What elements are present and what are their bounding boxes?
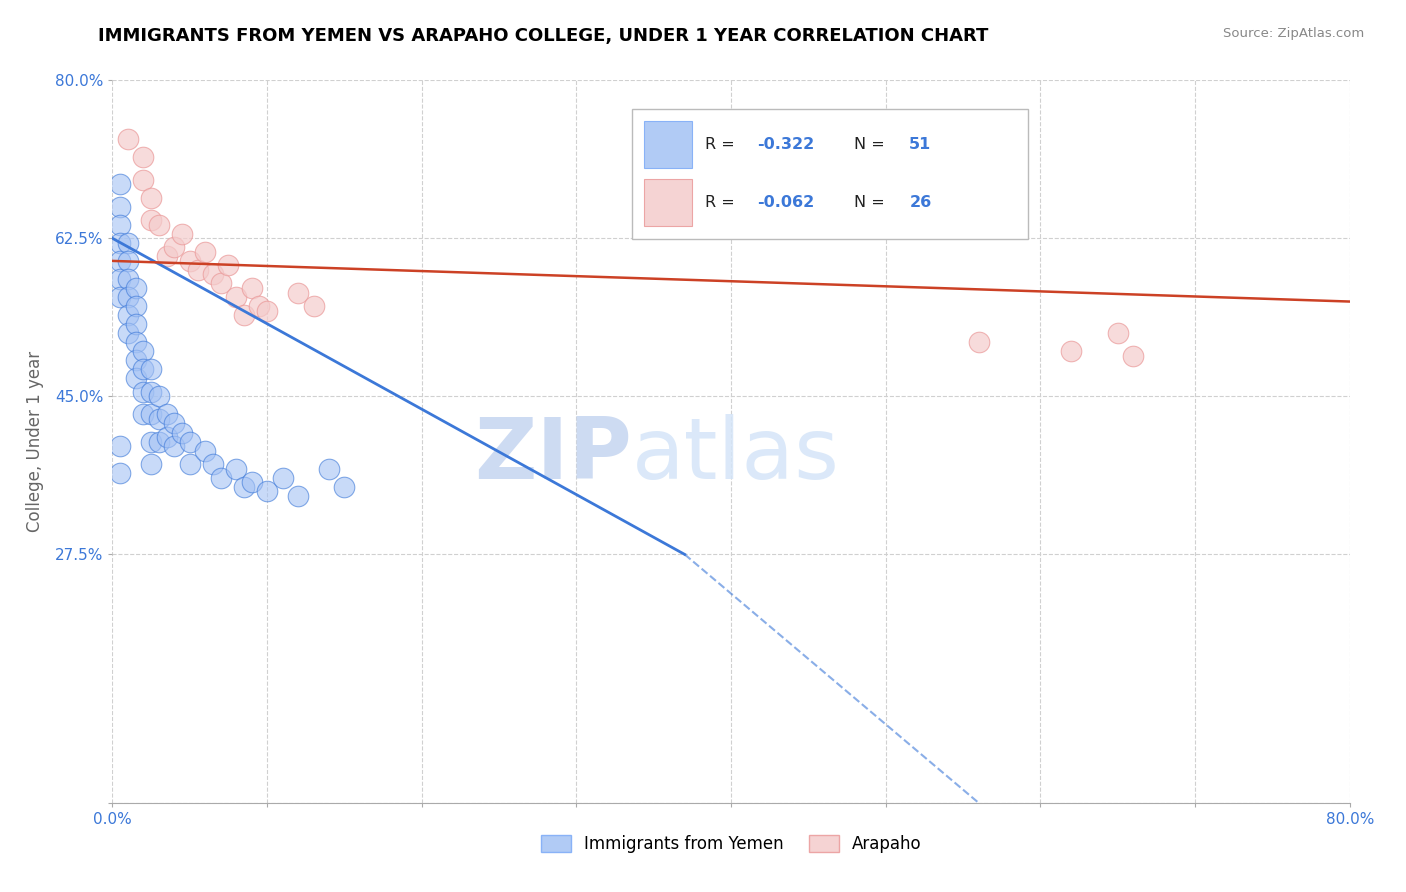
Point bbox=[287, 285, 309, 300]
Text: ZIP: ZIP bbox=[474, 415, 633, 498]
Point bbox=[110, 290, 132, 304]
Point bbox=[302, 299, 325, 313]
Text: atlas: atlas bbox=[633, 415, 841, 498]
Text: IMMIGRANTS FROM YEMEN VS ARAPAHO COLLEGE, UNDER 1 YEAR CORRELATION CHART: IMMIGRANTS FROM YEMEN VS ARAPAHO COLLEGE… bbox=[98, 27, 988, 45]
Point bbox=[209, 277, 232, 291]
Point bbox=[172, 425, 194, 440]
Point bbox=[209, 471, 232, 485]
Point bbox=[117, 272, 139, 286]
Point bbox=[117, 308, 139, 322]
Point bbox=[132, 408, 155, 422]
Point bbox=[124, 299, 148, 313]
Text: Source: ZipAtlas.com: Source: ZipAtlas.com bbox=[1223, 27, 1364, 40]
Point bbox=[194, 244, 217, 259]
Point bbox=[186, 263, 209, 277]
Point bbox=[132, 344, 155, 359]
Point bbox=[148, 434, 170, 449]
Point bbox=[124, 335, 148, 350]
Point bbox=[271, 471, 294, 485]
Point bbox=[124, 281, 148, 295]
Point bbox=[233, 308, 256, 322]
Point bbox=[141, 434, 163, 449]
Point bbox=[132, 172, 155, 186]
Point bbox=[202, 457, 225, 471]
Point bbox=[1060, 344, 1083, 359]
Point bbox=[179, 254, 201, 268]
Point bbox=[141, 384, 163, 399]
Point bbox=[110, 235, 132, 250]
Point bbox=[155, 430, 177, 444]
Point bbox=[1122, 349, 1144, 363]
Point bbox=[233, 480, 256, 494]
Point bbox=[117, 290, 139, 304]
Point bbox=[217, 259, 239, 273]
Point bbox=[141, 213, 163, 227]
Point bbox=[110, 254, 132, 268]
Point bbox=[163, 439, 186, 453]
Point bbox=[179, 457, 201, 471]
Point bbox=[132, 384, 155, 399]
Point bbox=[110, 272, 132, 286]
Point bbox=[256, 303, 278, 318]
Point bbox=[172, 227, 194, 241]
Point bbox=[247, 299, 270, 313]
Point bbox=[1107, 326, 1129, 340]
Point bbox=[110, 466, 132, 480]
Point bbox=[148, 412, 170, 426]
Point bbox=[967, 335, 990, 350]
Point bbox=[163, 240, 186, 254]
Point bbox=[287, 489, 309, 503]
Point bbox=[202, 268, 225, 282]
Point bbox=[117, 326, 139, 340]
Point bbox=[225, 290, 247, 304]
Point bbox=[124, 371, 148, 385]
Point bbox=[117, 254, 139, 268]
Point bbox=[155, 249, 177, 263]
Point bbox=[141, 362, 163, 376]
Point bbox=[141, 408, 163, 422]
Point bbox=[110, 218, 132, 232]
Point bbox=[110, 439, 132, 453]
Point bbox=[148, 218, 170, 232]
Point bbox=[132, 362, 155, 376]
Point bbox=[141, 191, 163, 205]
Point bbox=[117, 132, 139, 146]
Point bbox=[225, 461, 247, 475]
Point bbox=[124, 317, 148, 331]
Point bbox=[110, 177, 132, 191]
Point bbox=[110, 200, 132, 214]
Point bbox=[256, 484, 278, 499]
Point bbox=[179, 434, 201, 449]
Y-axis label: College, Under 1 year: College, Under 1 year bbox=[25, 351, 44, 533]
Point bbox=[141, 457, 163, 471]
Point bbox=[163, 417, 186, 431]
Point bbox=[124, 353, 148, 368]
Point bbox=[155, 408, 177, 422]
Point bbox=[333, 480, 356, 494]
Point bbox=[240, 281, 263, 295]
Point bbox=[132, 150, 155, 164]
Point bbox=[194, 443, 217, 458]
Point bbox=[240, 475, 263, 490]
Point bbox=[148, 389, 170, 403]
Legend: Immigrants from Yemen, Arapaho: Immigrants from Yemen, Arapaho bbox=[534, 828, 928, 860]
Point bbox=[117, 235, 139, 250]
Point bbox=[318, 461, 340, 475]
